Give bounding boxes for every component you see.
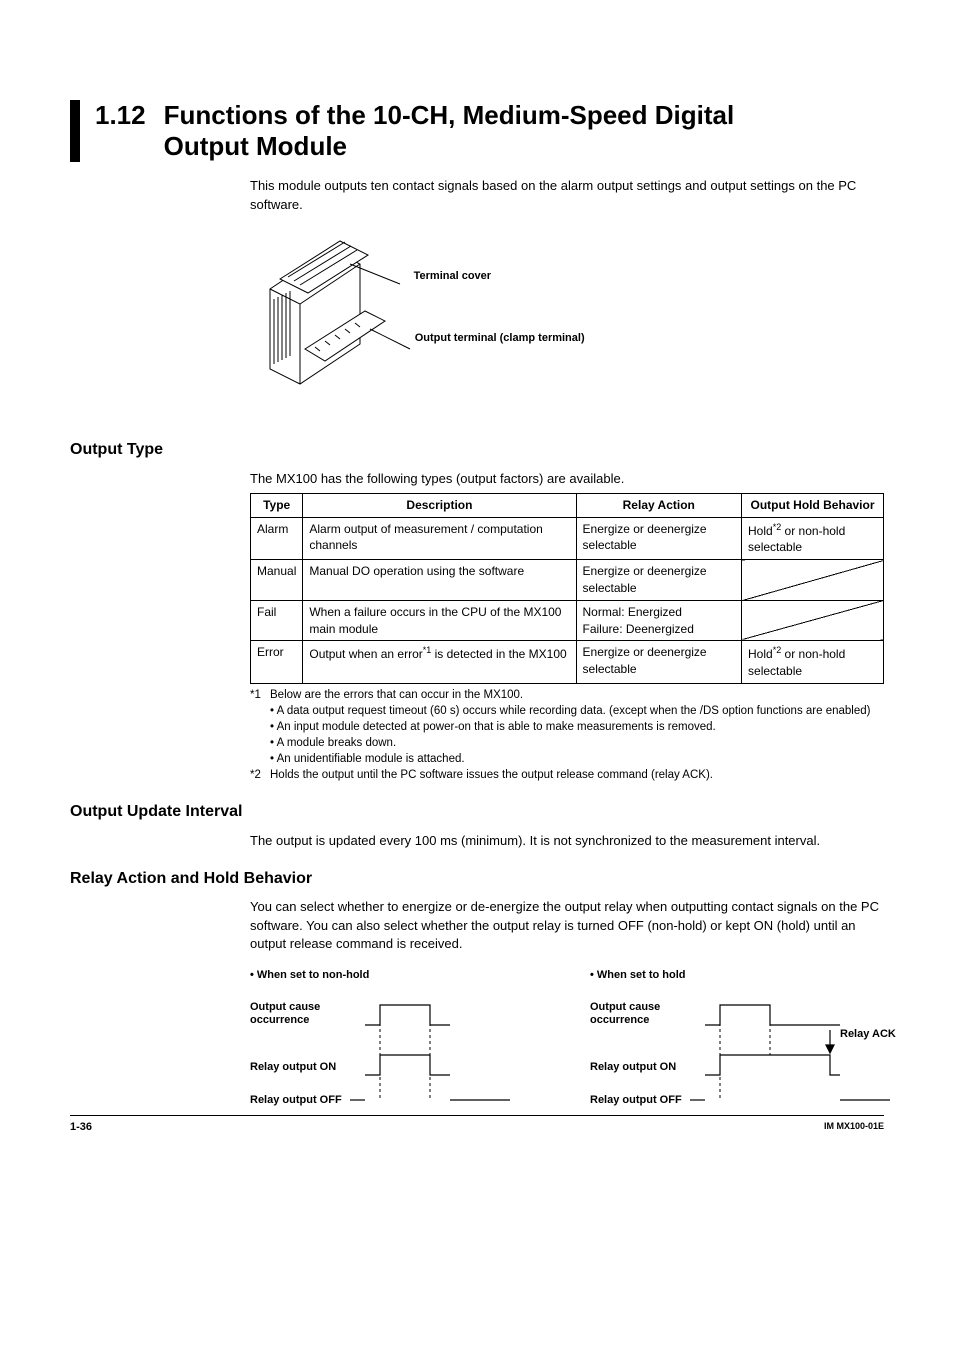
cell-hold-diag: [742, 600, 884, 641]
desc-sup: *1: [423, 645, 432, 655]
cell-hold: Hold*2 or non-hold selectable: [742, 641, 884, 684]
table-row: Error Output when an error*1 is detected…: [251, 641, 884, 684]
figure-label-cover: Terminal cover: [414, 270, 491, 282]
cell-desc: Output when an error*1 is detected in th…: [303, 641, 576, 684]
module-figure: Terminal cover Output terminal (clamp te…: [250, 229, 884, 414]
cell-type: Alarm: [251, 517, 303, 560]
diagram-nonhold-title: • When set to non-hold: [250, 968, 540, 983]
diagram-hold-title: • When set to hold: [590, 968, 920, 983]
doc-id: IM MX100-01E: [824, 1120, 884, 1135]
desc-prefix: Output when an error: [309, 647, 422, 661]
label-ack: Relay ACK: [840, 1028, 896, 1040]
table-header-row: Type Description Relay Action Output Hol…: [251, 493, 884, 517]
heading-number: 1.12: [95, 100, 146, 131]
hold-prefix: Hold: [748, 524, 773, 538]
label-on: Relay output ON: [590, 1061, 676, 1073]
page-number: 1-36: [70, 1120, 92, 1135]
fn1-list: A data output request timeout (60 s) occ…: [250, 703, 884, 767]
action-l2: Failure: Deenergized: [583, 622, 694, 636]
cell-hold: Hold*2 or non-hold selectable: [742, 517, 884, 560]
timing-diagrams: • When set to non-hold Output cause occu…: [250, 968, 884, 1121]
label-cause2: occurrence: [590, 1014, 649, 1026]
update-text: The output is updated every 100 ms (mini…: [250, 832, 884, 850]
label-cause: Output cause: [250, 1001, 320, 1013]
fn1-item: A data output request timeout (60 s) occ…: [270, 703, 884, 719]
intro-text: This module outputs ten contact signals …: [250, 177, 884, 213]
action-l1: Normal: Energized: [583, 605, 682, 619]
fn2-text: Holds the output until the PC software i…: [270, 767, 713, 783]
section-relay-body: You can select whether to energize or de…: [250, 898, 884, 1120]
heading-accent-bar: [70, 100, 80, 162]
fn1-label: *1: [250, 687, 270, 703]
cell-action: Normal: Energized Failure: Deenergized: [576, 600, 742, 641]
heading-title-l2: Output Module: [164, 131, 347, 161]
cell-type: Error: [251, 641, 303, 684]
fn1-item: An input module detected at power-on tha…: [270, 719, 884, 735]
col-action: Relay Action: [576, 493, 742, 517]
output-type-intro: The MX100 has the following types (outpu…: [250, 470, 884, 488]
page-heading: 1.12 Functions of the 10-CH, Medium-Speed…: [70, 100, 884, 162]
fn1-item: A module breaks down.: [270, 735, 884, 751]
section-update-heading: Output Update Interval: [70, 801, 884, 823]
diagram-nonhold: • When set to non-hold Output cause occu…: [250, 968, 540, 1121]
section-output-type-heading: Output Type: [70, 439, 884, 461]
cell-desc: When a failure occurs in the CPU of the …: [303, 600, 576, 641]
cell-action: Energize or deenergize selectable: [576, 517, 742, 560]
cell-type: Fail: [251, 600, 303, 641]
section-relay-heading: Relay Action and Hold Behavior: [70, 868, 884, 890]
hold-sup: *2: [773, 645, 782, 655]
output-type-body: The MX100 has the following types (outpu…: [250, 470, 884, 784]
relay-text: You can select whether to energize or de…: [250, 898, 884, 953]
table-row: Fail When a failure occurs in the CPU of…: [251, 600, 884, 641]
label-cause: Output cause: [590, 1001, 660, 1013]
heading-text: 1.12 Functions of the 10-CH, Medium-Speed…: [95, 100, 734, 162]
figure-label-terminal: Output terminal (clamp terminal): [415, 332, 585, 344]
diagram-hold: • When set to hold: [590, 968, 920, 1121]
fn1-text: Below are the errors that can occur in t…: [270, 687, 523, 703]
col-hold: Output Hold Behavior: [742, 493, 884, 517]
col-desc: Description: [303, 493, 576, 517]
desc-suffix: is detected in the MX100: [431, 647, 566, 661]
col-type: Type: [251, 493, 303, 517]
cell-action: Energize or deenergize selectable: [576, 560, 742, 601]
page-footer: 1-36 IM MX100-01E: [70, 1115, 884, 1135]
label-off: Relay output OFF: [250, 1094, 342, 1106]
table-row: Alarm Alarm output of measurement / comp…: [251, 517, 884, 560]
label-on: Relay output ON: [250, 1061, 336, 1073]
footnotes: *1 Below are the errors that can occur i…: [250, 687, 884, 784]
cell-desc: Alarm output of measurement / computatio…: [303, 517, 576, 560]
fn1-item: An unidentifiable module is attached.: [270, 751, 884, 767]
label-cause2: occurrence: [250, 1014, 309, 1026]
hold-sup: *2: [773, 522, 782, 532]
section-update-body: The output is updated every 100 ms (mini…: [250, 832, 884, 850]
hold-prefix: Hold: [748, 647, 773, 661]
table-row: Manual Manual DO operation using the sof…: [251, 560, 884, 601]
cell-hold-diag: [742, 560, 884, 601]
heading-title-l1: Functions of the 10-CH, Medium-Speed Dig…: [164, 100, 735, 130]
fn2-label: *2: [250, 767, 270, 783]
output-type-table: Type Description Relay Action Output Hol…: [250, 493, 884, 684]
cell-desc: Manual DO operation using the software: [303, 560, 576, 601]
label-off: Relay output OFF: [590, 1094, 682, 1106]
cell-type: Manual: [251, 560, 303, 601]
cell-action: Energize or deenergize selectable: [576, 641, 742, 684]
